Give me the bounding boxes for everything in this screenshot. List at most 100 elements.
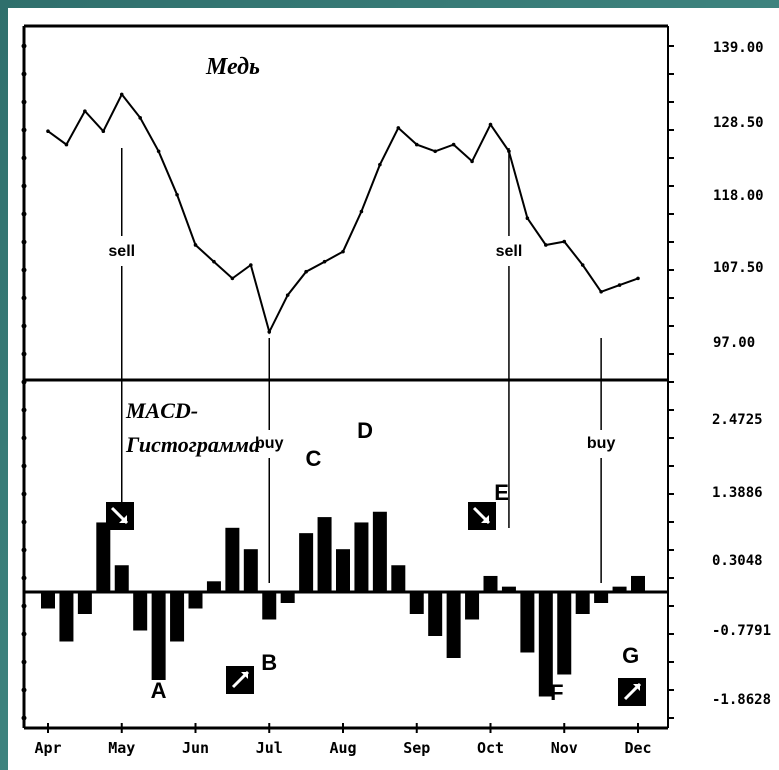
price-point bbox=[285, 293, 290, 297]
sell-signal-label: sell bbox=[496, 243, 523, 260]
macd-bar bbox=[336, 549, 350, 592]
price-y-tick-label: 139.00 bbox=[713, 40, 764, 56]
macd-bar bbox=[538, 592, 553, 697]
macd-bar bbox=[354, 522, 369, 592]
macd-y-tick-label: 0.3048 bbox=[712, 553, 763, 569]
macd-title-line-2: Гистограмма bbox=[125, 432, 260, 457]
x-tick-label: Jul bbox=[256, 739, 283, 757]
price-point bbox=[212, 259, 216, 264]
price-point bbox=[341, 249, 345, 254]
price-point bbox=[488, 122, 493, 127]
macd-point-label: D bbox=[357, 418, 373, 443]
price-series-line bbox=[47, 92, 639, 335]
left-tick-dot bbox=[21, 687, 27, 693]
macd-bar bbox=[151, 592, 166, 680]
macd-bar bbox=[612, 586, 627, 592]
left-tick-dot bbox=[21, 295, 27, 301]
left-tick-dot bbox=[21, 407, 27, 413]
macd-y-tick-label: 2.4725 bbox=[712, 412, 763, 428]
left-tick-dot bbox=[21, 463, 27, 469]
macd-bar bbox=[428, 592, 443, 636]
price-point bbox=[230, 276, 235, 281]
price-point bbox=[544, 243, 548, 247]
price-y-tick-label: 118.00 bbox=[713, 188, 764, 204]
x-tick-label: Aug bbox=[329, 739, 356, 757]
price-point bbox=[322, 259, 327, 264]
left-tick-dot bbox=[21, 71, 27, 77]
macd-y-tick-label: -0.7791 bbox=[712, 623, 771, 639]
price-point bbox=[617, 283, 622, 287]
chart-stage: Медь MACD- Гистограмма 139.00 128.50 118.00 10… bbox=[8, 8, 779, 770]
buy-signal-label: buy bbox=[255, 435, 284, 452]
left-tick-dot bbox=[21, 659, 27, 665]
price-point bbox=[359, 209, 364, 214]
left-tick-dot bbox=[21, 631, 27, 637]
price-point bbox=[249, 263, 253, 267]
price-y-tick-label: 107.50 bbox=[713, 260, 764, 276]
sell-signal-label: sell bbox=[108, 243, 135, 260]
x-tick-label: Jun bbox=[182, 739, 209, 757]
left-tick-dot bbox=[21, 491, 27, 497]
macd-bar bbox=[372, 511, 387, 592]
price-point bbox=[636, 276, 640, 281]
price-panel-title: Медь bbox=[205, 54, 260, 80]
price-point bbox=[64, 142, 69, 147]
price-point bbox=[304, 269, 308, 274]
price-point bbox=[525, 216, 530, 220]
macd-bar bbox=[446, 592, 461, 658]
price-point bbox=[580, 263, 585, 267]
macd-bar bbox=[59, 592, 74, 642]
left-tick-dot bbox=[21, 379, 27, 385]
macd-y-tick-label: 1.3886 bbox=[712, 485, 763, 501]
down-arrow-icon-head bbox=[119, 515, 127, 523]
price-point bbox=[414, 142, 419, 147]
x-tick-label: Nov bbox=[551, 739, 578, 757]
macd-point-label: G bbox=[622, 643, 639, 668]
up-arrow-icon-head bbox=[241, 672, 248, 679]
macd-bar bbox=[594, 592, 609, 603]
left-tick-dot bbox=[21, 211, 27, 217]
chart-svg: Медь MACD- Гистограмма 139.00 128.50 118.00 10… bbox=[21, 24, 771, 757]
macd-bar bbox=[317, 517, 332, 592]
macd-bar bbox=[391, 565, 406, 592]
price-point bbox=[562, 239, 567, 244]
price-y-tick-label: 128.50 bbox=[713, 115, 764, 131]
price-point bbox=[451, 142, 456, 147]
price-y-tick-label: 97.00 bbox=[713, 335, 755, 351]
macd-bar bbox=[262, 592, 277, 620]
price-point bbox=[138, 116, 142, 120]
macd-bar bbox=[170, 592, 185, 642]
left-tick-dot bbox=[21, 603, 27, 609]
x-tick-label: May bbox=[108, 739, 135, 757]
macd-bar bbox=[133, 592, 148, 631]
left-tick-dot bbox=[21, 547, 27, 553]
price-point bbox=[156, 149, 161, 154]
macd-bar bbox=[631, 575, 645, 592]
macd-bar bbox=[280, 592, 295, 603]
x-tick-label: Sep bbox=[403, 739, 430, 757]
left-tick-dot bbox=[21, 519, 27, 525]
macd-bar bbox=[114, 565, 129, 592]
left-tick-dot bbox=[21, 715, 27, 721]
macd-bar bbox=[557, 592, 572, 675]
macd-bar bbox=[483, 575, 498, 592]
price-point bbox=[46, 129, 50, 134]
x-tick-label: Dec bbox=[624, 739, 651, 757]
macd-point-label: E bbox=[494, 480, 509, 505]
left-tick-dot bbox=[21, 435, 27, 441]
macd-bar bbox=[188, 592, 203, 609]
price-point bbox=[101, 129, 106, 134]
price-point bbox=[175, 192, 179, 197]
macd-y-tick-label: -1.8628 bbox=[712, 692, 771, 708]
price-point bbox=[396, 126, 401, 130]
price-point bbox=[83, 109, 87, 113]
left-tick-dot bbox=[21, 43, 27, 49]
left-tick-dot bbox=[21, 267, 27, 273]
macd-bar bbox=[501, 586, 516, 592]
macd-bar bbox=[520, 592, 535, 653]
macd-point-label: A bbox=[151, 678, 167, 703]
macd-point-label: B bbox=[261, 650, 277, 675]
macd-bar bbox=[77, 592, 92, 614]
buy-signal-label: buy bbox=[587, 435, 616, 452]
macd-point-label: F bbox=[550, 680, 563, 705]
